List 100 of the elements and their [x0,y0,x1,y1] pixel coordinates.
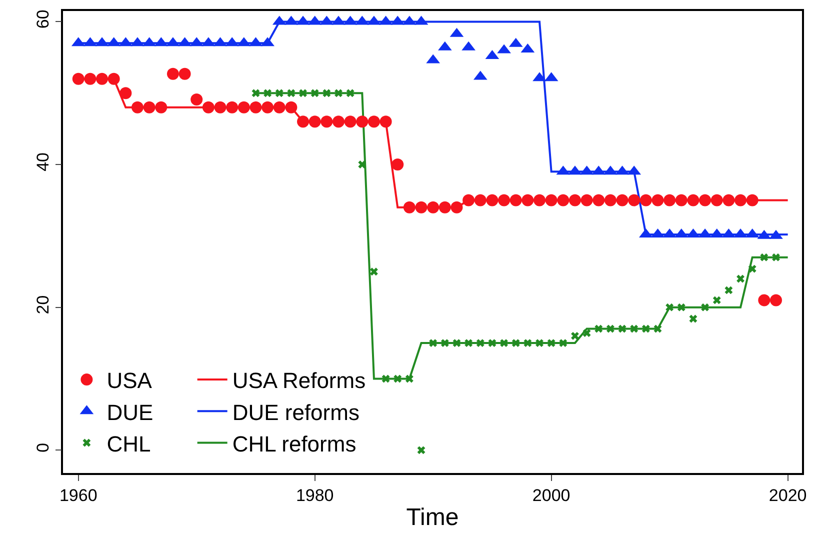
point [630,324,638,333]
point [664,194,676,206]
point [250,101,262,114]
point [675,194,688,206]
point [450,201,463,214]
point [452,339,461,347]
point [403,201,416,214]
point [275,89,284,98]
point [547,339,556,347]
x-tick-label: 1960 [59,486,98,506]
point [722,194,735,206]
point [262,101,274,114]
y-tick-label: 20 [33,295,52,314]
point [440,339,449,347]
point [582,329,591,337]
point [287,89,296,98]
point [84,72,96,85]
point [310,89,319,98]
point [770,294,782,306]
point [666,303,674,312]
legend-label: DUE [106,400,154,425]
point [758,294,770,306]
point [701,303,709,312]
point [712,296,721,304]
point [642,324,650,333]
point [498,194,510,206]
point [557,194,570,206]
point [606,324,614,333]
point [464,339,473,347]
legend-label: CHL [106,431,151,456]
point [392,158,404,171]
point [120,87,132,100]
point [512,339,520,347]
legend-label: CHL reforms [232,431,356,456]
point [131,101,144,114]
point [214,101,226,114]
y-tick-label: 60 [33,10,52,29]
point [545,194,558,206]
point [72,72,84,85]
point [308,116,321,128]
point [724,286,733,294]
legend-label: USA [106,368,152,394]
point [748,264,756,273]
point [760,253,768,262]
point [297,116,310,128]
point [358,160,366,168]
point [202,101,214,114]
point [699,194,712,206]
point [382,374,390,383]
point [380,116,392,128]
point [474,194,486,206]
point [299,89,307,98]
point [417,446,426,454]
point [594,324,603,333]
x-tick-label: 2000 [532,486,570,506]
point [143,101,156,114]
point [510,194,522,206]
point [356,116,368,128]
point [320,116,333,128]
point [190,94,203,106]
point [536,339,544,347]
point [488,339,496,347]
point [462,194,475,206]
point [486,194,498,206]
point [178,68,191,80]
point [322,89,331,98]
point [522,194,534,206]
point [332,116,344,128]
y-tick-label: 0 [33,442,52,452]
point [616,194,628,206]
point [736,274,744,283]
point [677,303,686,312]
point [652,194,664,206]
point [252,89,260,98]
x-tick-label: 2020 [768,486,807,506]
point [476,339,484,347]
point [534,194,546,206]
point [687,194,700,206]
point [370,268,378,276]
point [710,194,723,206]
legend-label: USA Reforms [232,368,366,394]
y-tick-label: 40 [33,152,52,172]
point [226,101,238,114]
point [746,194,758,206]
x-axis-title: Time [406,504,459,531]
legend-label: DUE reforms [232,400,360,425]
point [689,314,698,323]
point [96,72,108,85]
point [640,194,652,206]
point [334,89,342,98]
point [500,339,508,347]
point [155,101,168,114]
point [734,194,747,206]
point [405,374,414,383]
point [524,339,532,347]
point [166,68,179,80]
point [346,89,354,98]
point [772,253,780,262]
point [604,194,616,206]
point [580,194,593,206]
